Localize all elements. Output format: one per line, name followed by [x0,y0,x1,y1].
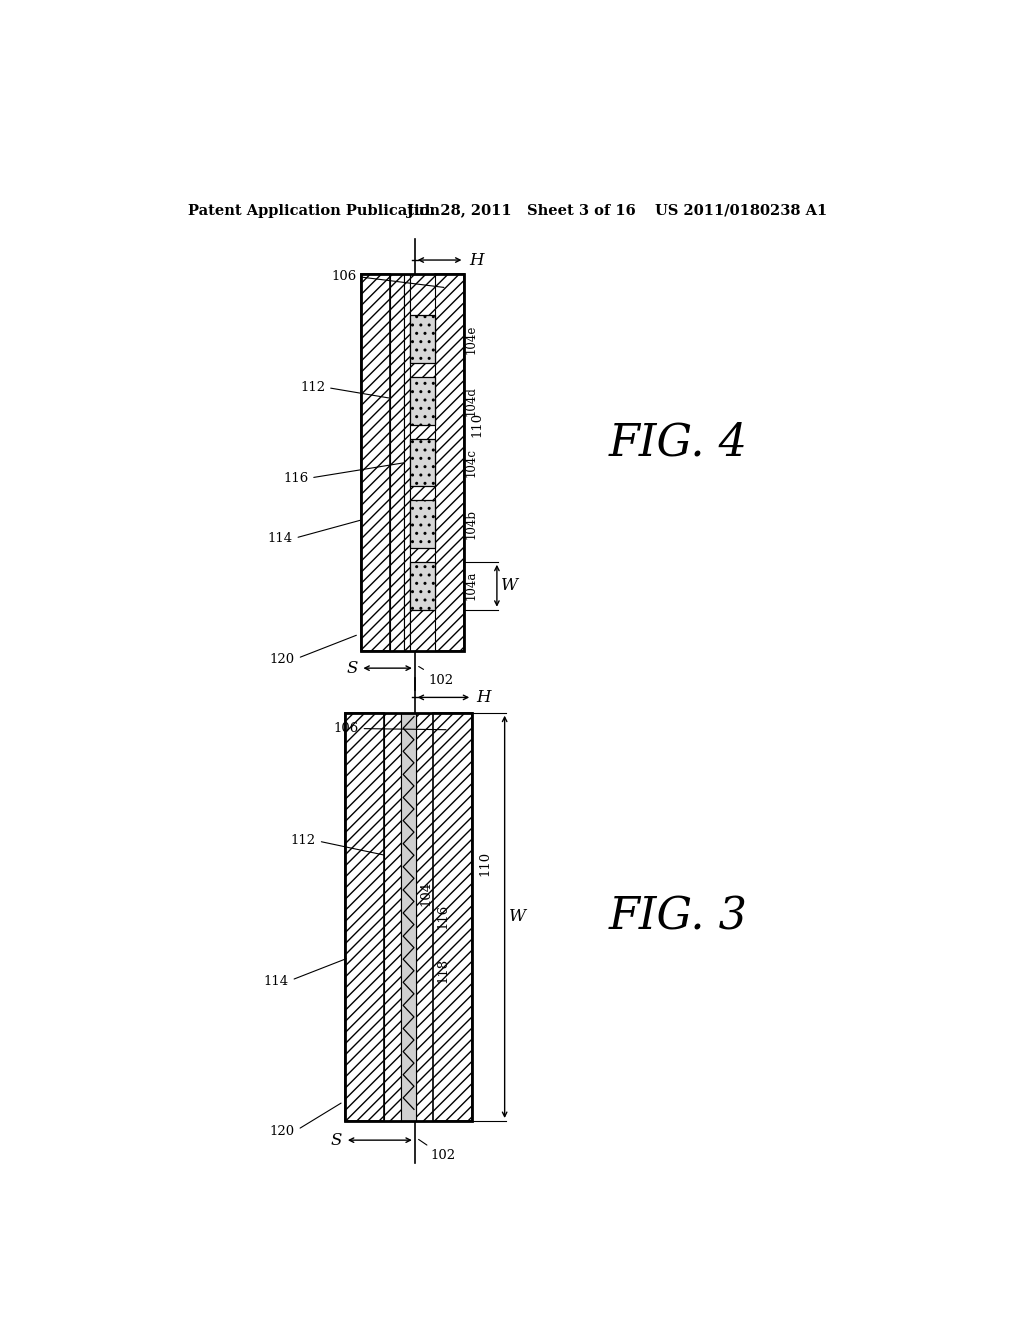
Text: 116: 116 [436,904,450,929]
Text: 104b: 104b [465,510,478,539]
Bar [410,378,435,425]
Bar [410,438,435,487]
Text: 116: 116 [283,463,402,484]
Text: W: W [501,577,518,594]
Text: 118: 118 [436,958,450,983]
Text: 106: 106 [334,722,446,735]
Text: H: H [469,252,483,268]
Text: FIG. 3: FIG. 3 [608,895,748,939]
Text: 102: 102 [419,667,454,686]
Bar [410,500,435,548]
Bar [403,275,410,651]
Text: 104e: 104e [465,325,478,354]
Text: 104d: 104d [465,385,478,416]
Bar [400,713,417,1121]
Bar [345,713,472,1121]
Bar [360,275,390,651]
Bar [410,562,435,610]
Text: H: H [477,689,492,706]
Text: 106: 106 [332,271,444,288]
Text: 114: 114 [263,958,346,987]
Text: 114: 114 [267,520,361,545]
Text: Patent Application Publication: Patent Application Publication [188,203,440,218]
Text: S: S [331,1131,342,1148]
Bar [345,713,384,1121]
Text: 112: 112 [300,380,389,397]
Bar [384,713,400,1121]
Text: FIG. 4: FIG. 4 [608,421,748,465]
Text: 104a: 104a [465,572,478,601]
Text: 104c: 104c [465,447,478,477]
Text: 104: 104 [419,882,432,907]
Bar [410,275,435,651]
Text: 120: 120 [270,1104,341,1138]
Text: W: W [509,908,525,925]
Bar [417,713,433,1121]
Bar [410,315,435,363]
Text: S: S [346,660,357,677]
Text: 120: 120 [270,635,356,665]
Text: 110: 110 [470,412,483,437]
Text: US 2011/0180238 A1: US 2011/0180238 A1 [655,203,827,218]
Bar [390,275,403,651]
Bar [433,713,472,1121]
Text: Jul. 28, 2011   Sheet 3 of 16: Jul. 28, 2011 Sheet 3 of 16 [407,203,636,218]
Text: 112: 112 [291,834,384,855]
Text: 102: 102 [419,1139,456,1163]
Text: 110: 110 [478,850,490,875]
Bar [435,275,464,651]
Bar [360,275,464,651]
